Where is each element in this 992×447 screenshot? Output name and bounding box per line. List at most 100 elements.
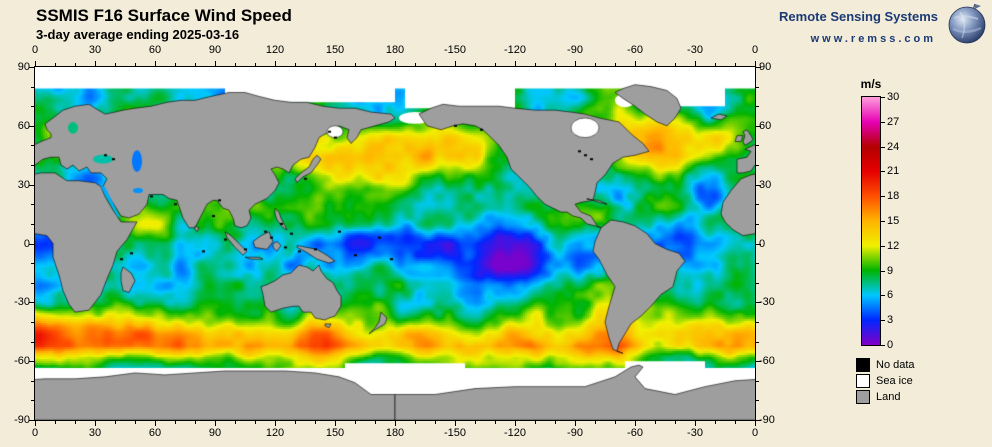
lat-tick-mark <box>29 184 34 186</box>
lon-tick-mark <box>395 61 396 66</box>
lon-tick-mark <box>515 421 516 426</box>
lon-tick-mark <box>455 421 456 426</box>
lat-tick-mark <box>756 321 759 323</box>
lon-tick-mark <box>415 63 416 66</box>
lon-tick-mark <box>715 63 716 66</box>
lon-tick-label-bottom: -30 <box>687 427 703 439</box>
lat-tick-label-right: -90 <box>759 414 775 426</box>
lon-tick-mark <box>175 421 176 424</box>
lat-tick-mark <box>756 341 759 343</box>
colorbar-tick-mark <box>881 270 885 272</box>
lon-tick-mark <box>35 61 36 66</box>
lat-tick-mark <box>756 263 759 265</box>
lon-tick-label-bottom: -120 <box>503 427 527 439</box>
lon-tick-mark <box>635 421 636 426</box>
lon-tick-mark <box>595 63 596 66</box>
lon-tick-label-bottom: 0 <box>31 427 39 439</box>
lat-tick-mark <box>756 282 759 284</box>
colorbar-tick-label: 30 <box>887 91 900 103</box>
lon-tick-mark <box>155 61 156 66</box>
lon-tick-mark <box>215 61 216 66</box>
lon-tick-mark <box>315 63 316 66</box>
lon-tick-mark <box>295 421 296 424</box>
lon-tick-mark <box>735 63 736 66</box>
legend-item: No data <box>856 357 915 373</box>
lon-tick-label-top: 0 <box>751 44 759 56</box>
lat-tick-mark <box>756 106 759 108</box>
lat-tick-label-left: 30 <box>17 178 30 191</box>
lat-tick-mark <box>756 67 761 68</box>
lon-tick-mark <box>335 61 336 66</box>
lon-tick-mark <box>715 421 716 424</box>
lat-tick-mark <box>29 361 34 363</box>
wind-speed-map-canvas <box>35 67 755 420</box>
colorbar-tick-label: 15 <box>887 215 900 227</box>
lon-tick-mark <box>675 63 676 66</box>
lon-tick-label-bottom: -90 <box>567 427 583 439</box>
colorbar-tick-mark <box>881 121 885 123</box>
lat-tick-mark <box>756 184 761 186</box>
lon-tick-label-bottom: -60 <box>627 427 643 439</box>
legend-item: Land <box>856 389 915 405</box>
lat-tick-label-left: -90 <box>14 414 30 426</box>
lon-tick-mark <box>115 63 116 66</box>
lat-tick-mark <box>29 67 34 68</box>
map-legend: No data Sea ice Land <box>856 357 915 405</box>
colorbar-tick-label: 21 <box>887 165 900 178</box>
website-link[interactable]: www.remss.com <box>810 33 936 45</box>
lat-tick-mark <box>31 263 34 265</box>
lon-tick-label-bottom: 120 <box>265 427 285 439</box>
lon-tick-mark <box>535 421 536 424</box>
lon-tick-mark <box>575 61 576 66</box>
lat-tick-label-left: 90 <box>17 61 30 73</box>
lon-tick-mark <box>495 421 496 424</box>
lon-tick-mark <box>255 421 256 424</box>
lat-tick-label-left: 0 <box>23 237 30 250</box>
lon-tick-mark <box>35 421 36 426</box>
lat-tick-mark <box>756 165 759 167</box>
lon-tick-mark <box>615 421 616 424</box>
lon-tick-mark <box>695 61 696 66</box>
legend-label: Land <box>876 391 901 403</box>
lon-tick-mark <box>255 63 256 66</box>
lat-tick-mark <box>31 321 34 323</box>
lon-tick-label-bottom: 180 <box>385 427 405 439</box>
lon-tick-mark <box>355 63 356 66</box>
lon-tick-mark <box>55 63 56 66</box>
lon-tick-mark <box>415 421 416 424</box>
lon-tick-label-top: -60 <box>627 44 643 56</box>
lon-tick-mark <box>375 421 376 424</box>
legend-item: Sea ice <box>856 373 915 389</box>
lon-tick-mark <box>475 63 476 66</box>
lat-tick-label-left: -60 <box>14 355 30 368</box>
lon-tick-label-top: 30 <box>88 44 102 56</box>
page-title: SSMIS F16 Surface Wind Speed <box>36 6 292 25</box>
colorbar-tick-mark <box>881 97 885 98</box>
lat-tick-mark <box>756 400 759 402</box>
lat-tick-mark <box>756 86 759 88</box>
lon-tick-label-top: 90 <box>208 44 222 56</box>
lon-tick-mark <box>675 421 676 424</box>
lon-tick-label-bottom: 60 <box>148 427 162 439</box>
brand-name: Remote Sensing Systems <box>779 9 938 24</box>
lat-tick-label-right: 60 <box>759 119 772 132</box>
lon-tick-mark <box>575 421 576 426</box>
lon-tick-mark <box>735 421 736 424</box>
lon-tick-mark <box>615 63 616 66</box>
colorbar-tick-mark <box>881 171 885 173</box>
lat-tick-label-right: 90 <box>759 61 772 73</box>
lon-tick-mark <box>275 61 276 66</box>
lon-tick-mark <box>195 421 196 424</box>
lat-tick-mark <box>31 223 34 225</box>
lon-tick-mark <box>755 421 756 426</box>
lon-tick-mark <box>295 63 296 66</box>
lon-tick-label-top: 120 <box>265 44 285 56</box>
lon-tick-mark <box>75 63 76 66</box>
lon-tick-mark <box>175 63 176 66</box>
lon-tick-mark <box>275 421 276 426</box>
lon-tick-mark <box>235 421 236 424</box>
lat-tick-mark <box>31 106 34 108</box>
lon-tick-label-bottom: -150 <box>443 427 467 439</box>
lon-tick-mark <box>75 421 76 424</box>
colorbar-tick-label: 0 <box>887 339 894 351</box>
